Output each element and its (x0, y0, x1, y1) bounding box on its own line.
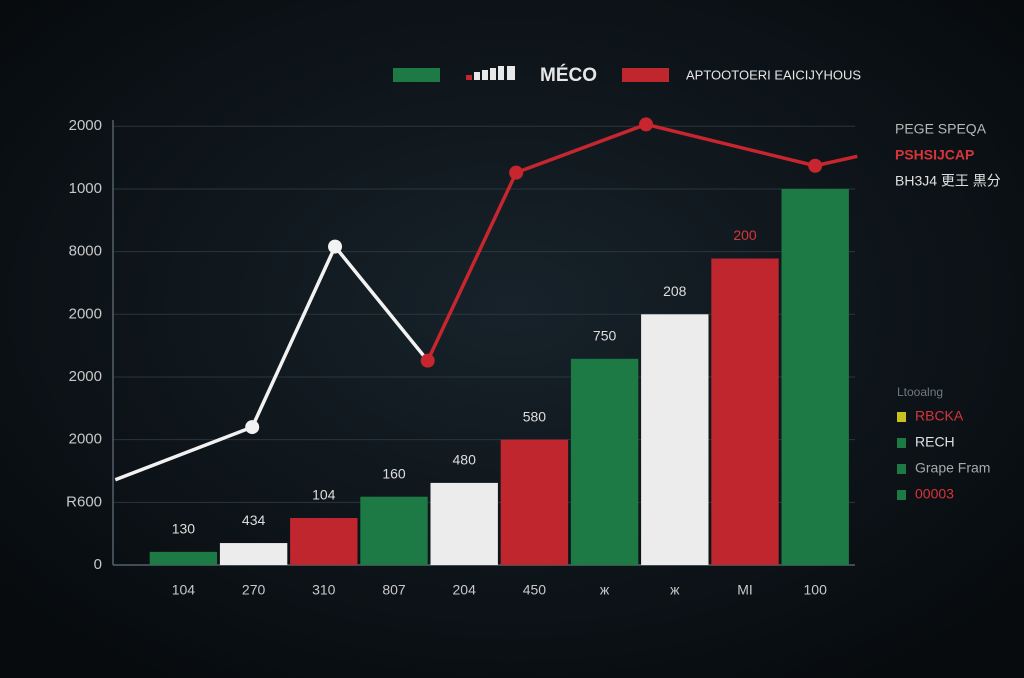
bar (290, 517, 358, 565)
side-note: PEGE SPEQA (895, 121, 987, 137)
bar-label: 208 (663, 283, 687, 299)
line-marker (420, 353, 435, 368)
bar (360, 496, 428, 565)
line-marker (808, 158, 823, 173)
legend-label: APTOOTOERI EAICIJYHOUS (686, 67, 861, 82)
line-marker (328, 239, 343, 254)
legend-swatch (393, 68, 440, 82)
bar (641, 314, 709, 565)
legend-swatch (897, 490, 906, 500)
top-legend-icon (466, 66, 515, 80)
legend-label: MÉCO (540, 64, 597, 86)
legend-label: RBCKA (915, 408, 964, 424)
y-tick-label: 2000 (69, 117, 102, 134)
bar-label: 580 (523, 408, 547, 424)
legend-label: 00003 (915, 486, 954, 502)
bar (149, 551, 218, 565)
x-tick-label: 104 (172, 582, 196, 598)
legend-label: Grape Fram (915, 460, 990, 476)
legend-swatch (897, 464, 906, 474)
line (114, 244, 430, 482)
x-tick-label: 450 (523, 582, 547, 598)
bar (781, 188, 849, 565)
y-tick-label: R600 (66, 493, 102, 510)
y-tick-label: 1000 (69, 180, 102, 197)
x-tick-label: MI (737, 582, 753, 598)
x-tick-label: 270 (242, 582, 266, 598)
line-marker (509, 165, 524, 180)
x-tick-label: 204 (453, 582, 477, 598)
line-marker (245, 420, 260, 435)
bar (430, 482, 498, 565)
bar-label: 434 (242, 512, 266, 528)
y-tick-label: 2000 (69, 305, 102, 322)
bar-label: 750 (593, 327, 617, 343)
x-tick-label: 310 (312, 582, 336, 598)
bar-label: 104 (312, 487, 336, 503)
x-tick-label: ж (670, 582, 680, 598)
legend-swatch (897, 412, 906, 422)
y-tick-label: 0 (94, 556, 102, 573)
legend-label: RECH (915, 434, 955, 450)
bar (570, 358, 639, 565)
bar (711, 258, 779, 565)
legend-title: Ltooalng (897, 385, 943, 399)
line-marker (639, 117, 654, 132)
y-tick-label: 2000 (69, 431, 102, 448)
side-note: PSHSIJCAP (895, 147, 974, 163)
x-tick-label: 100 (804, 582, 828, 598)
legend-swatch (622, 68, 669, 82)
side-note: BH3J4 更王 黒分 (895, 173, 1001, 189)
y-tick-label: 8000 (69, 243, 102, 260)
bar-label: 160 (382, 465, 406, 481)
bar (219, 543, 288, 565)
legend-swatch (897, 438, 906, 448)
bar-label: 480 (453, 452, 477, 468)
x-tick-label: ж (600, 582, 610, 598)
bar-label: 200 (733, 227, 757, 243)
bar-label: 130 (172, 521, 196, 537)
x-tick-label: 807 (382, 582, 406, 598)
bar (500, 439, 569, 565)
y-tick-label: 2000 (69, 368, 102, 385)
